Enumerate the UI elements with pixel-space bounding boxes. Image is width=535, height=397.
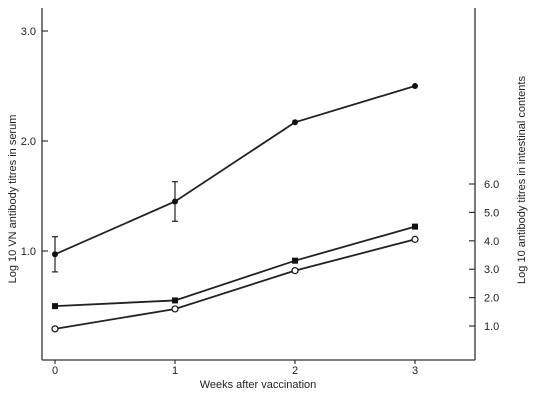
data-point [292, 257, 298, 264]
right-tick-label: 2.0 [484, 293, 499, 305]
data-point [172, 297, 178, 304]
right-tick-label: 6.0 [484, 179, 499, 191]
data-point [411, 235, 419, 243]
data-point [171, 305, 179, 313]
axes [41, 8, 476, 361]
series-line-1 [54, 85, 416, 256]
right-tick-label: 4.0 [484, 236, 499, 248]
ticks: 0 1 2 3 1.0 2.0 3.0 1.0 2.0 3.0 4.0 5.0 6.0 [21, 26, 500, 377]
right-tick-label: 3.0 [484, 264, 499, 276]
series-line-3 [54, 238, 416, 330]
left-axis-title: Log 10 VN antibody titres in serum [7, 115, 19, 284]
x-tick-label: 2 [292, 365, 298, 377]
data-point [52, 251, 58, 258]
left-tick-label: 2.0 [21, 136, 36, 148]
right-tick-label: 1.0 [484, 321, 499, 333]
data-point [51, 325, 59, 333]
data-point [291, 267, 299, 275]
data-point [412, 223, 418, 230]
x-tick-label: 0 [52, 365, 58, 377]
series-line-2 [54, 225, 416, 308]
left-tick-label: 1.0 [21, 246, 36, 258]
x-tick-label: 3 [412, 365, 418, 377]
right-axis-title: Log 10 antibody titres in intestinal con… [516, 76, 528, 284]
x-tick-label: 1 [172, 365, 178, 377]
series [51, 83, 419, 333]
data-point [412, 83, 418, 89]
data-point [292, 119, 298, 126]
x-axis-title: Weeks after vaccination [200, 379, 317, 391]
left-tick-label: 3.0 [21, 26, 36, 38]
data-point [172, 198, 178, 205]
right-tick-label: 5.0 [484, 207, 499, 219]
data-point [52, 303, 58, 310]
